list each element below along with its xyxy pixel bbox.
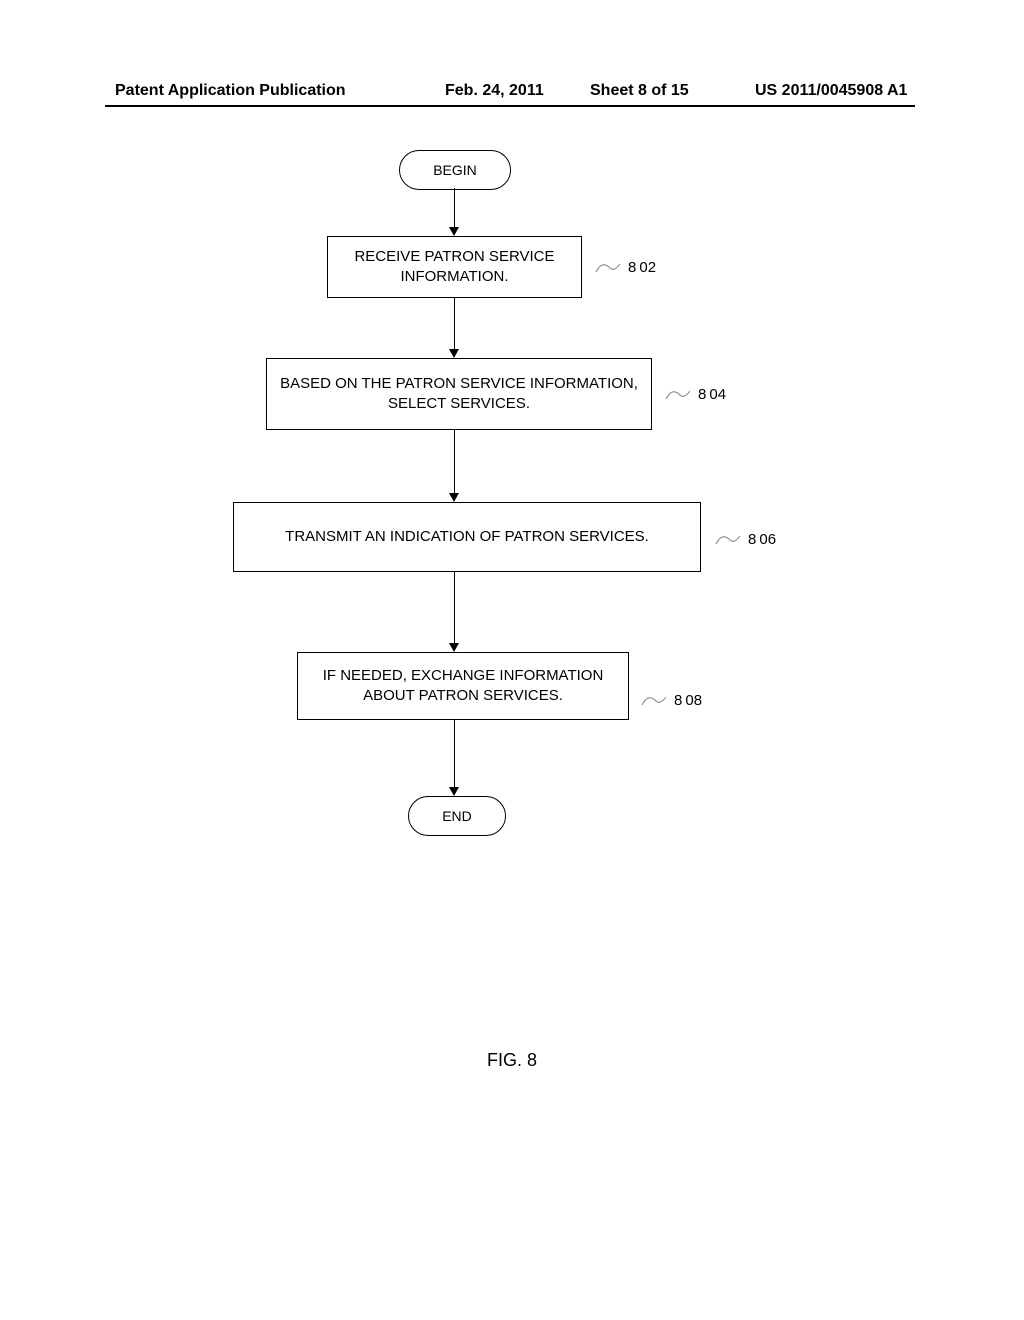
ref-label: 8 06 xyxy=(748,531,776,548)
arrow-head-1 xyxy=(449,349,459,358)
flowchart-fig-8: BEGIN RECEIVE PATRON SERVICE INFORMATION.… xyxy=(0,140,1024,1040)
arrow-line-1 xyxy=(454,298,455,349)
ref-802: 8 02 xyxy=(594,258,656,276)
arrow-head-2 xyxy=(449,493,459,502)
page: Patent Application Publication Feb. 24, … xyxy=(0,0,1024,1320)
publication-type: Patent Application Publication xyxy=(115,82,346,100)
flow-node-s804: BASED ON THE PATRON SERVICE INFORMATION,… xyxy=(266,358,652,430)
flow-node-begin: BEGIN xyxy=(399,150,511,190)
ref-label: 8 08 xyxy=(674,692,702,709)
arrow-head-4 xyxy=(449,787,459,796)
header-rule xyxy=(105,105,915,107)
arrow-line-4 xyxy=(454,720,455,787)
ref-806: 8 06 xyxy=(714,530,776,548)
flow-node-s806: TRANSMIT AN INDICATION OF PATRON SERVICE… xyxy=(233,502,701,572)
flow-node-end: END xyxy=(408,796,506,836)
flow-node-s808: IF NEEDED, EXCHANGE INFORMATION ABOUT PA… xyxy=(297,652,629,720)
ref-804: 8 04 xyxy=(664,385,726,403)
flow-node-s802: RECEIVE PATRON SERVICE INFORMATION. xyxy=(327,236,582,298)
ref-label: 8 02 xyxy=(628,259,656,276)
arrow-line-0 xyxy=(454,188,455,227)
arrow-head-3 xyxy=(449,643,459,652)
arrow-head-0 xyxy=(449,227,459,236)
arrow-line-2 xyxy=(454,430,455,493)
ref-808: 8 08 xyxy=(640,691,702,709)
publication-no: US 2011/0045908 A1 xyxy=(755,82,907,100)
publication-date: Feb. 24, 2011 xyxy=(445,82,544,100)
ref-label: 8 04 xyxy=(698,386,726,403)
figure-label: FIG. 8 xyxy=(0,1050,1024,1071)
arrow-line-3 xyxy=(454,572,455,643)
sheet-number: Sheet 8 of 15 xyxy=(590,82,689,100)
